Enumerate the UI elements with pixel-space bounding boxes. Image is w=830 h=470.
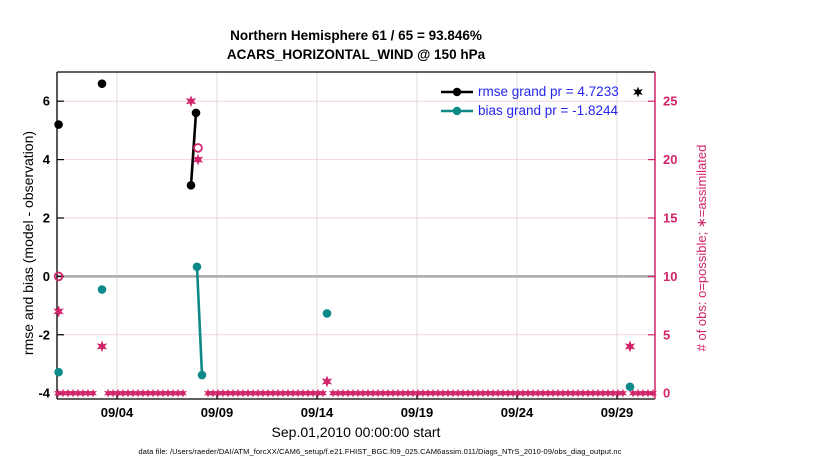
right-tick-label: 20	[663, 152, 677, 167]
left-tick-label: 4	[43, 152, 51, 167]
right-y-axis-label: # of obs: o=possible; ∗=assimilated	[694, 144, 709, 352]
bias-line-sample-icon	[441, 106, 473, 115]
legend: rmse grand pr = 4.7233 bias grand pr = -…	[440, 82, 619, 120]
left-y-axis-label: rmse and bias (model - observation)	[20, 130, 36, 356]
axes-spines	[56, 71, 656, 400]
left-tick-label: 2	[43, 210, 50, 225]
left-tick-label: 0	[43, 269, 50, 284]
rmse-series	[54, 79, 201, 190]
x-tick-label: 09/04	[101, 405, 134, 420]
left-tick-label: -4	[38, 386, 50, 401]
title-block: Northern Hemisphere 61 / 65 = 93.846% AC…	[57, 26, 655, 64]
x-tick-label: 09/24	[501, 405, 534, 420]
right-tick-label: 15	[663, 210, 677, 225]
x-tick-label: 09/14	[301, 405, 334, 420]
left-tick-label: 6	[43, 94, 50, 109]
tick-marks	[57, 100, 655, 399]
legend-item-bias: bias grand pr = -1.8244	[440, 101, 619, 120]
left-tick-label: -2	[38, 327, 50, 342]
rmse-line-sample-icon	[441, 87, 473, 96]
legend-label-rmse: rmse grand pr = 4.7233	[478, 84, 619, 99]
legend-label-bias: bias grand pr = -1.8244	[478, 103, 618, 118]
x-tick-label: 09/19	[401, 405, 434, 420]
right-tick-label: 10	[663, 269, 677, 284]
x-axis-label: Sep.01,2010 00:00:00 start	[271, 424, 441, 440]
obs-count-zero-ribbon	[54, 388, 657, 398]
chart-title: Northern Hemisphere 61 / 65 = 93.846%	[230, 28, 482, 43]
legend-overlap-marker-icon	[633, 86, 643, 98]
bias-series	[54, 262, 635, 392]
right-tick-label: 25	[663, 94, 677, 109]
assimilated-series	[53, 95, 636, 388]
data-file-caption: data file: /Users/raeder/DAI/ATM_forcXX/…	[138, 447, 622, 456]
chart-subtitle: ACARS_HORIZONTAL_WIND @ 150 hPa	[226, 47, 486, 62]
right-tick-label: 0	[663, 386, 670, 401]
x-tick-label: 09/09	[201, 405, 234, 420]
possible-series	[53, 143, 203, 282]
legend-item-rmse: rmse grand pr = 4.7233	[440, 82, 619, 101]
right-tick-label: 5	[663, 327, 670, 342]
gridlines	[57, 72, 655, 399]
x-tick-label: 09/29	[601, 405, 634, 420]
